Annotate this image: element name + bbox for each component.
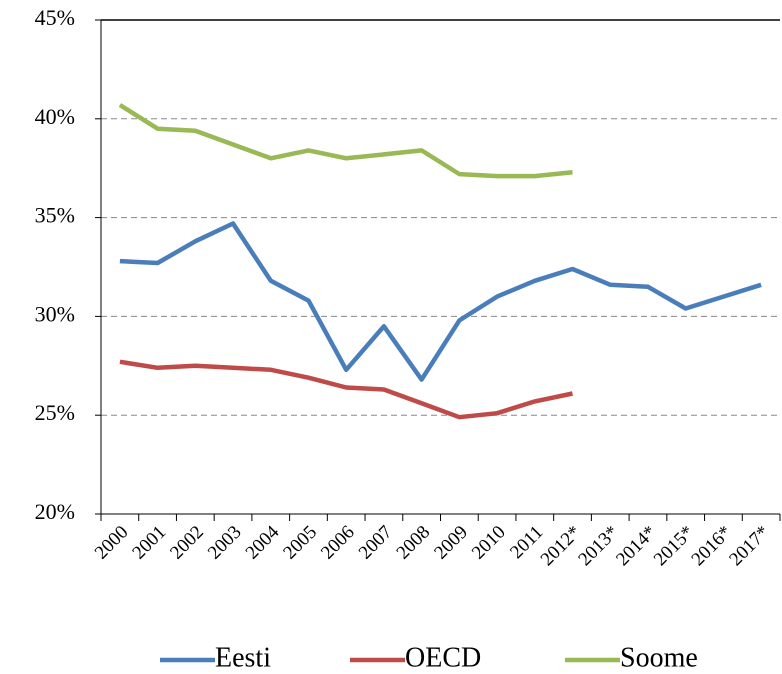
x-tick-label: 2003 bbox=[204, 522, 246, 564]
x-tick-label: 2013* bbox=[574, 522, 622, 570]
x-tick-label: 2006 bbox=[317, 522, 359, 564]
y-tick-label: 20% bbox=[35, 499, 75, 524]
x-tick-label: 2010 bbox=[468, 522, 510, 564]
x-tick-label: 2012* bbox=[537, 522, 585, 570]
series-line bbox=[119, 359, 573, 420]
x-tick-label: 2009 bbox=[430, 522, 472, 564]
x-tick-label: 2015* bbox=[650, 522, 698, 570]
x-tick-label: 2007 bbox=[355, 522, 397, 564]
series-line bbox=[119, 221, 762, 382]
x-tick-label: 2000 bbox=[91, 522, 133, 564]
x-tick-label: 2002 bbox=[166, 522, 208, 564]
x-tick-label: 2001 bbox=[128, 522, 170, 564]
series-line bbox=[118, 103, 573, 179]
legend-label: OECD bbox=[405, 642, 481, 673]
x-tick-label: 2014* bbox=[612, 522, 660, 570]
legend-label: Soome bbox=[620, 642, 698, 673]
x-tick-label: 2005 bbox=[279, 522, 321, 564]
y-tick-label: 35% bbox=[35, 203, 75, 228]
y-tick-label: 25% bbox=[35, 400, 75, 425]
y-tick-label: 45% bbox=[35, 5, 75, 30]
x-tick-label: 2004 bbox=[242, 521, 284, 563]
y-tick-label: 40% bbox=[35, 104, 75, 129]
y-tick-label: 30% bbox=[35, 301, 75, 326]
x-tick-label: 2008 bbox=[393, 522, 435, 564]
x-tick-label: 2016* bbox=[688, 522, 736, 570]
x-tick-label: 2017* bbox=[725, 522, 773, 570]
legend-label: Eesti bbox=[215, 642, 271, 673]
